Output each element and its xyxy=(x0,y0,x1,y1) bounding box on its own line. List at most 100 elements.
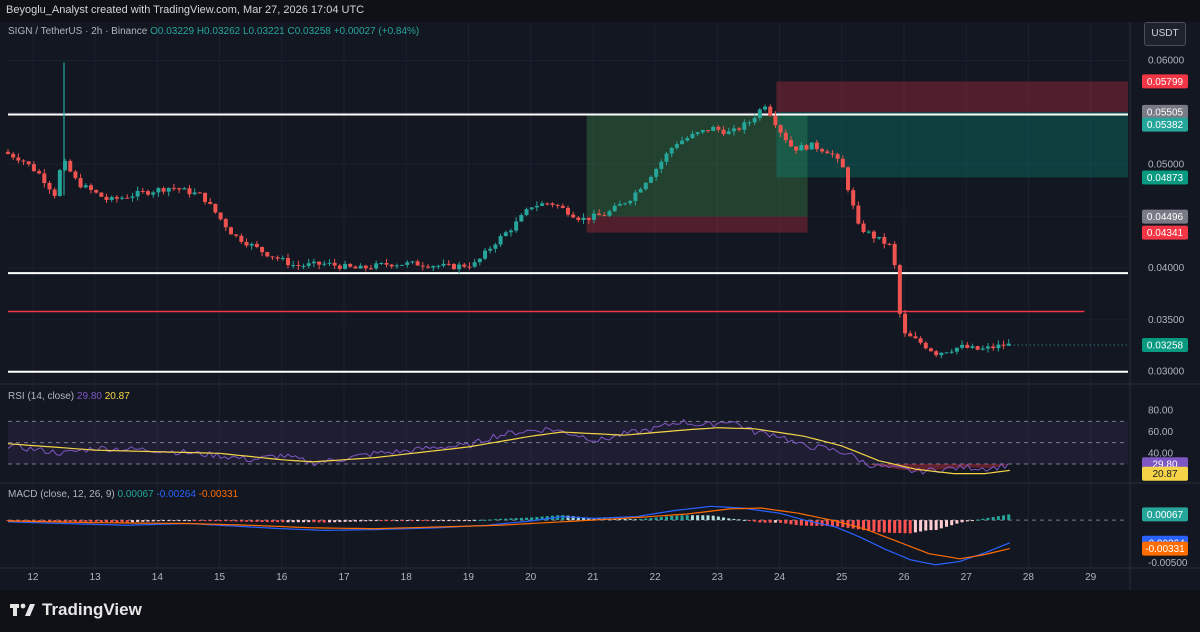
candle-body xyxy=(685,138,690,141)
macd-title[interactable]: MACD (close, 12, 26, 9) xyxy=(8,489,115,500)
candle-body xyxy=(94,189,99,193)
price-axis-label: 0.03000 xyxy=(1148,367,1185,378)
macd-histogram-bar xyxy=(924,520,928,531)
candle-body xyxy=(441,263,446,266)
ohlc-open: O0.03229 xyxy=(150,26,195,37)
price-tag: 0.05382 xyxy=(1147,120,1184,131)
macd-histogram-bar xyxy=(919,520,923,532)
macd-histogram-bar xyxy=(47,520,51,522)
candle-body xyxy=(633,192,638,201)
currency-button[interactable]: USDT xyxy=(1144,22,1186,46)
macd-histogram-bar xyxy=(452,520,456,522)
candle-body xyxy=(353,266,358,269)
tradingview-logo[interactable]: TradingView xyxy=(10,600,142,620)
candle-body xyxy=(151,192,156,195)
rsi-legend[interactable]: RSI (14, close) 29.80 20.87 xyxy=(8,391,130,402)
macd-histogram-bar xyxy=(582,517,586,521)
candle-body xyxy=(980,348,985,350)
candle-body xyxy=(846,167,850,191)
macd-histogram-bar xyxy=(887,520,891,533)
candle-body xyxy=(529,207,534,210)
candle-body xyxy=(31,164,36,172)
candle-body xyxy=(960,344,965,348)
footer-bar xyxy=(0,590,1200,632)
macd-histogram-bar xyxy=(400,520,404,522)
candle-body xyxy=(550,203,555,205)
candle-body xyxy=(446,263,451,265)
macd-histogram-bar xyxy=(509,518,513,521)
macd-histogram-bar xyxy=(208,520,212,522)
candle-body xyxy=(638,189,643,193)
macd-histogram-bar xyxy=(172,520,176,522)
price-tag-bg xyxy=(1142,209,1188,224)
macd-histogram-bar xyxy=(136,520,140,522)
candle-body xyxy=(659,161,664,169)
candle-body xyxy=(311,261,316,264)
candle-body xyxy=(125,197,130,199)
macd-histogram-bar xyxy=(167,520,171,522)
macd-histogram-bar xyxy=(618,518,622,521)
candle-body xyxy=(88,185,93,190)
macd-histogram-bar xyxy=(1002,515,1006,521)
macd-legend[interactable]: MACD (close, 12, 26, 9) 0.00067 -0.00264… xyxy=(8,489,238,500)
candle-body xyxy=(477,258,482,263)
rsi-ma-tag-bg xyxy=(1142,466,1188,481)
macd-histogram-bar xyxy=(317,520,321,523)
candle-body xyxy=(239,235,244,242)
candle-body xyxy=(52,189,57,196)
rsi-tag: 29.80 xyxy=(1152,460,1177,471)
candle-body xyxy=(368,268,373,270)
macd-histogram-bar xyxy=(706,515,710,521)
time-axis-label: 28 xyxy=(1023,572,1035,583)
macd-histogram-bar xyxy=(862,520,866,531)
candle-body xyxy=(882,236,887,244)
macd-histogram-bar xyxy=(649,517,653,521)
horizontal-lines[interactable] xyxy=(8,113,1128,373)
candle-body xyxy=(140,190,145,192)
time-axis-label: 20 xyxy=(525,572,537,583)
candle-body xyxy=(57,170,62,196)
macd-histogram-bar xyxy=(198,520,202,522)
short-stop-zone xyxy=(776,81,1128,112)
price-axis-label: 0.06000 xyxy=(1148,56,1185,67)
candle-body xyxy=(545,203,550,205)
macd-histogram-bar xyxy=(851,520,855,529)
time-axis-label: 26 xyxy=(898,572,910,583)
macd-histogram-bar xyxy=(493,519,497,521)
macd-histogram-bar xyxy=(763,520,767,523)
time-axis-label: 27 xyxy=(961,572,973,583)
rsi-ma-line xyxy=(7,427,1010,475)
candle-body xyxy=(156,188,161,193)
symbol-title[interactable]: SIGN / TetherUS · 2h · Binance xyxy=(8,26,148,37)
candle-body xyxy=(763,106,768,110)
macd-histogram-bar xyxy=(685,515,689,521)
macd-histogram-bar xyxy=(141,520,145,522)
candle-body xyxy=(534,205,539,208)
symbol-legend[interactable]: SIGN / TetherUS · 2h · Binance O0.03229 … xyxy=(8,26,419,37)
candle-body xyxy=(555,204,560,206)
candle-body xyxy=(903,313,908,334)
macd-histogram-bar xyxy=(856,520,860,530)
candle-body xyxy=(752,117,757,123)
candle-body xyxy=(773,115,778,126)
candle-body xyxy=(514,221,519,231)
candle-body xyxy=(825,151,830,154)
price-tag: 0.03258 xyxy=(1147,340,1184,351)
candle-body xyxy=(934,351,939,356)
macd-histogram-bar xyxy=(385,520,389,522)
macd-histogram-bar xyxy=(203,520,207,522)
macd-histogram-bar xyxy=(830,520,834,527)
macd-histogram-bar xyxy=(623,518,627,521)
macd-histogram-bar xyxy=(291,520,295,523)
rsi-title[interactable]: RSI (14, close) xyxy=(8,391,75,402)
macd-histogram-bar xyxy=(32,520,36,522)
macd-histogram-bar xyxy=(742,519,746,521)
candle-body xyxy=(260,246,265,253)
candle-body xyxy=(939,352,944,356)
long-profit-zone xyxy=(586,114,808,217)
candle-body xyxy=(700,130,705,133)
candle-body xyxy=(327,262,332,264)
chart-canvas[interactable]: 0.060000.055000.050000.045000.040000.035… xyxy=(0,0,1200,590)
macd-histogram-bar xyxy=(426,520,430,522)
macd-signal-line xyxy=(7,507,1010,560)
